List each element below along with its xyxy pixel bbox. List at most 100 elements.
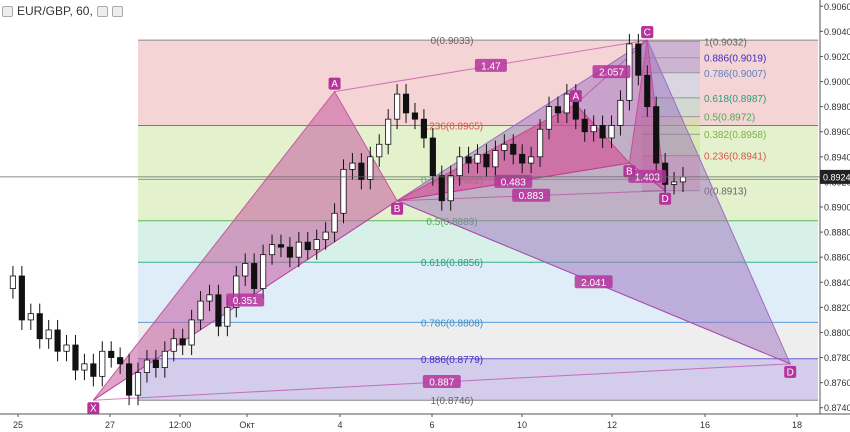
y-tick-label: 0.8860 [824,253,850,263]
x-tick-label: 10 [517,420,527,430]
fib-label-right: 0(0.8913) [704,187,747,198]
candle-body [286,246,293,258]
candle-body [402,93,410,114]
candle-body [224,306,231,327]
point-marker-b: B [394,204,401,215]
candle-body [358,162,365,180]
candle-body [474,153,481,164]
ratio-label-ac: 1.47 [481,61,501,72]
candle-body [653,106,660,164]
ratio-label-small-xd-bg [512,188,551,202]
candle-body [304,241,311,251]
fib-label-left: 1(0.8746) [431,396,474,407]
point-marker-x-bg[interactable] [87,402,100,415]
candle-body [554,106,562,114]
point-marker-small-d-bg[interactable] [659,192,672,205]
point-marker-a-bg[interactable] [328,77,341,90]
candle-body [394,93,401,120]
candle-body [617,99,624,126]
candle-body [9,275,17,289]
current-price-badge[interactable] [820,169,850,184]
candle-body [170,338,177,352]
ratio-label-small-xb: 0.483 [501,177,526,188]
candle-body [519,153,526,164]
ratio-label-small-bd: 1.403 [635,172,660,183]
ratio-label-bd-bg [574,275,613,289]
candle-body [644,74,651,108]
candle-body [90,363,97,377]
ratio-label-xb-bg [226,293,265,307]
y-tick-label: 0.8780 [824,353,850,363]
candle-body [340,168,347,214]
candle-body [36,313,43,340]
y-tick-label: 0.8740 [824,403,850,413]
y-tick-label: 0.9040 [824,27,850,37]
candle-body [268,244,276,256]
point-marker-b-bg[interactable] [391,202,404,215]
fib-band-right [642,41,700,58]
candle-body [385,118,392,145]
fib-label-right: 1(0.9032) [704,37,747,48]
y-tick-label: 0.8840 [824,278,850,288]
symbol-title: EUR/GBP, 60, [17,4,93,18]
candle-body [188,319,195,346]
x-tick-label: 12 [607,420,617,430]
candle-body [501,143,508,151]
point-marker-small-a: A [572,92,579,103]
ratio-label-small-xb-bg [494,174,533,188]
fib-label-left: 0(0.9033) [431,36,474,47]
fib-label-right: 0.786(0.9007) [704,69,766,80]
fib-label-right: 0.886(0.9019) [704,54,766,65]
fib-label-left: 0.786(0.8808) [421,318,483,329]
ratio-label-xb: 0.351 [233,296,258,307]
candle-body [322,231,329,241]
candle-body [108,350,115,358]
y-tick-label: 0.9000 [824,77,850,87]
y-tick-label: 0.8820 [824,303,850,313]
chart-header: EUR/GBP, 60, [2,4,123,18]
point-marker-small-a-bg[interactable] [569,90,582,103]
candle-body [251,263,258,289]
x-tick-label: Окт [239,420,254,430]
maximize-icon[interactable] [111,5,123,17]
candle-body [670,181,678,185]
point-marker-small-c-bg[interactable] [641,26,654,39]
ratio-label-bd: 2.041 [581,278,606,289]
x-tick-label: 18 [792,420,802,430]
collapse-icon[interactable] [2,5,13,17]
y-tick-label: 0.8760 [824,378,850,388]
y-tick-label: 0.8980 [824,102,850,112]
candle-body [99,350,106,377]
candle-body [438,175,445,202]
candle-body [349,162,356,170]
candle-body [18,275,25,321]
point-marker-d-bg[interactable] [784,365,797,378]
candle-body [590,125,597,133]
candle-body [81,363,88,371]
candle-body [260,254,267,289]
candle-body [295,241,302,258]
candle-body [27,313,34,321]
fib-label-right: 0.5(0.8972) [704,113,755,124]
ratio-label-ac-bg [474,58,507,72]
candle-body [492,150,499,168]
settings-icon[interactable] [96,5,108,17]
candle-body [72,344,79,371]
candle-body [215,294,222,327]
y-tick-label: 0.8960 [824,127,850,137]
point-marker-x: X [90,404,97,415]
y-tick-label: 0.8800 [824,328,850,338]
candle-body [63,344,70,352]
point-marker-d: D [787,367,794,378]
candle-body [197,300,204,321]
y-tick-label: 0.8880 [824,228,850,238]
ratio-label-small-ac: 2.057 [599,68,624,79]
ratio-label-small-ac-bg [592,65,631,79]
candle-body [635,43,642,76]
candle-body [143,359,151,373]
candle-body [367,156,374,180]
point-marker-small-b-bg[interactable] [623,165,636,178]
candle-body [376,143,383,158]
